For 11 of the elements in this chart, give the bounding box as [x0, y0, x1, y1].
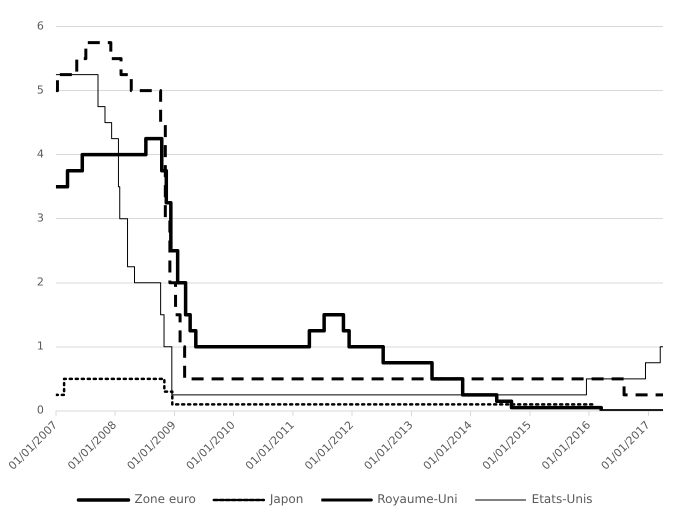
y-tick-label: 3: [36, 212, 44, 225]
legend-label: Japon: [268, 492, 304, 506]
y-tick-label: 5: [36, 84, 44, 96]
legend-label: Zone euro: [134, 492, 196, 506]
y-tick-label: 6: [36, 19, 44, 32]
legend-label: Etats-Unis: [532, 492, 593, 506]
y-tick-label: 4: [36, 148, 44, 161]
y-tick-label: 2: [36, 276, 44, 289]
y-tick-label: 1: [36, 340, 44, 353]
legend-label: Royaume-Uni: [377, 492, 458, 506]
y-tick-label: 0: [36, 404, 44, 417]
